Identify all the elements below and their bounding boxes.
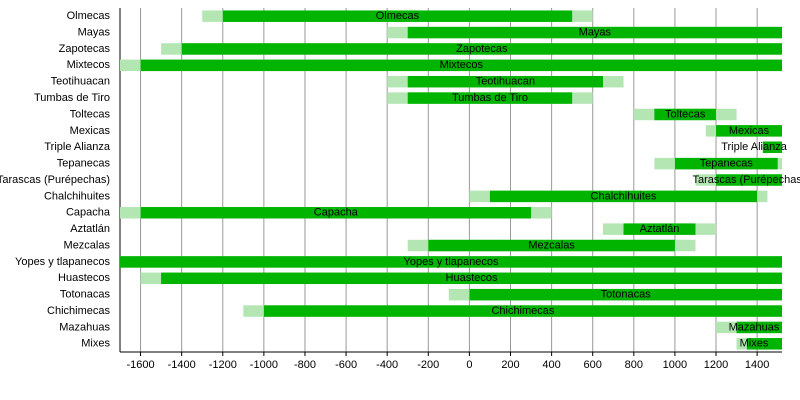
bar [623, 223, 696, 235]
bar [407, 92, 573, 104]
x-tick-label: -800 [294, 359, 316, 371]
bar [736, 321, 782, 334]
row-label: Mixes [81, 338, 110, 350]
row-label: Teotihuacan [51, 76, 110, 88]
row-label: Totonacas [60, 289, 111, 301]
bar [407, 26, 782, 39]
bar-label: Tarascas (Purépechas) [692, 174, 800, 186]
bar-label: Olmecas [376, 10, 420, 22]
bar [654, 108, 717, 121]
row-label: Mixtecos [67, 59, 111, 71]
row-label: Mezcalas [64, 239, 111, 251]
bar [222, 10, 573, 22]
bar-label: Capacha [314, 207, 359, 219]
bar-label: Teotihuacan [476, 76, 535, 88]
x-tick-label: 0 [466, 359, 472, 371]
bar [716, 125, 782, 137]
x-tick-label: -1600 [126, 359, 154, 371]
bar-label: Aztatlán [640, 223, 680, 235]
x-tick-label: -200 [417, 359, 439, 371]
bar-label: Mixtecos [440, 59, 484, 71]
bar [716, 174, 782, 186]
x-tick-label: 1200 [704, 359, 728, 371]
bar [674, 157, 778, 170]
bar-label: Chalchihuites [591, 190, 658, 202]
x-tick-label: -400 [376, 359, 398, 371]
bar [120, 256, 782, 268]
row-label: Toltecas [70, 108, 111, 120]
row-label: Yopes y tlapanecos [15, 256, 110, 268]
row-label: Chichimecas [47, 305, 110, 317]
bar [140, 59, 783, 72]
x-tick-label: 800 [625, 359, 643, 371]
row-label: Zapotecas [59, 43, 111, 55]
bar-label: Mexicas [729, 125, 770, 137]
bar [161, 272, 783, 285]
row-label: Mexicas [70, 125, 111, 137]
row-label: Triple Alianza [44, 141, 111, 153]
x-tick-label: -1200 [209, 359, 237, 371]
bar [407, 75, 603, 88]
bar-label: Zapotecas [456, 43, 508, 55]
x-tick-label: -600 [335, 359, 357, 371]
bar [489, 190, 758, 203]
row-label: Aztatlán [70, 223, 110, 235]
x-tick-label: 600 [584, 359, 602, 371]
x-tick-label: 1400 [745, 359, 769, 371]
row-label: Huastecos [58, 272, 110, 284]
bar [746, 338, 782, 350]
bar-label: Huastecos [446, 272, 498, 284]
bar [762, 141, 782, 153]
bar-label: Mazahuas [729, 321, 780, 333]
row-label: Tumbas de Tiro [34, 92, 110, 104]
bar-label: Totonacas [601, 289, 652, 301]
row-label: Mazahuas [59, 321, 110, 333]
x-tick-label: 1000 [663, 359, 687, 371]
bar [140, 207, 532, 219]
row-label: Tarascas (Purépechas) [0, 174, 110, 186]
bar-label: Mayas [579, 26, 612, 38]
bar-label: Mezcalas [528, 239, 575, 251]
bar [263, 305, 782, 317]
row-label: Mayas [78, 26, 111, 38]
x-tick-label: 200 [501, 359, 519, 371]
row-label: Tepanecas [57, 158, 111, 170]
bar-label: Toltecas [665, 108, 706, 120]
bar-label: Triple Alianza [721, 141, 788, 153]
bar-label: Chichimecas [491, 305, 554, 317]
bar [469, 288, 782, 301]
bar-label: Mixes [740, 338, 769, 350]
bar [428, 239, 675, 252]
bar [181, 43, 783, 55]
row-label: Olmecas [67, 10, 111, 22]
x-tick-label: -1400 [168, 359, 196, 371]
bar-label: Tumbas de Tiro [452, 92, 528, 104]
x-tick-label: 400 [542, 359, 560, 371]
x-tick-label: -1000 [250, 359, 278, 371]
bar-label: Tepanecas [700, 158, 754, 170]
row-label: Capacha [66, 207, 111, 219]
row-label: Chalchihuites [44, 190, 111, 202]
bar-label: Yopes y tlapanecos [404, 256, 499, 268]
